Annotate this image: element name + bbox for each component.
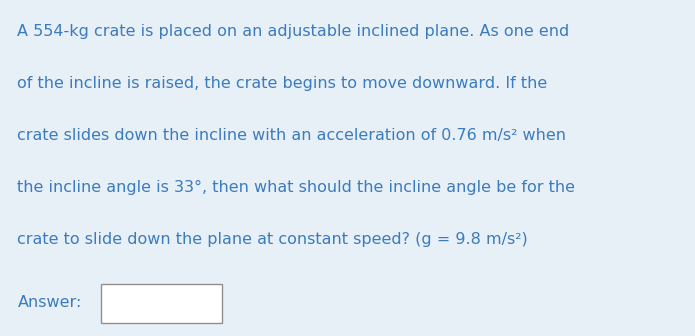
Text: A 554-kg crate is placed on an adjustable inclined plane. As one end: A 554-kg crate is placed on an adjustabl… [17,24,570,39]
Text: Answer:: Answer: [17,295,82,310]
Bar [101,284,222,323]
Text: of the incline is raised, the crate begins to move downward. If the: of the incline is raised, the crate begi… [17,76,548,91]
Text: crate to slide down the plane at constant speed? (g = 9.8 m/s²): crate to slide down the plane at constan… [17,232,528,247]
Text: the incline angle is 33°, then what should the incline angle be for the: the incline angle is 33°, then what shou… [17,180,575,195]
Text: crate slides down the incline with an acceleration of 0.76 m/s² when: crate slides down the incline with an ac… [17,128,566,143]
